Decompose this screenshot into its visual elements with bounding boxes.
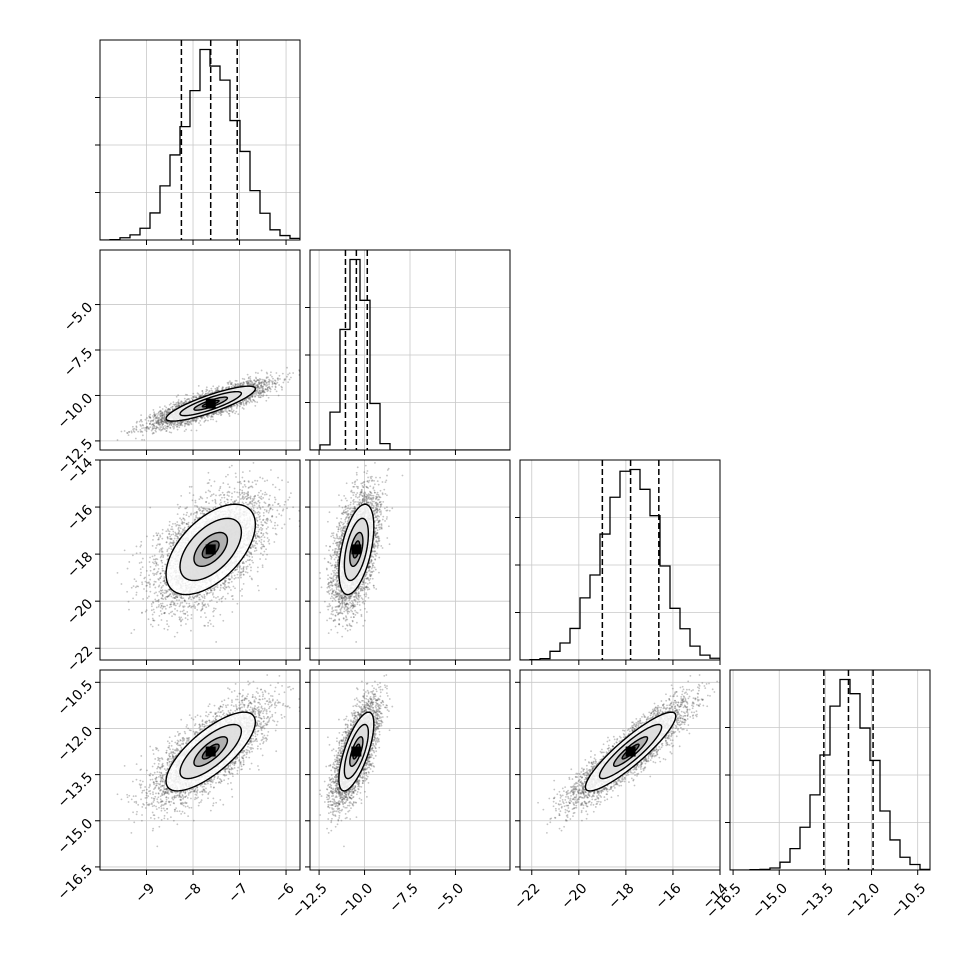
histogram-1 <box>310 258 510 450</box>
panel-frame <box>99 459 301 661</box>
y-tick-label: −5.0 <box>61 300 96 335</box>
x-tick-label: −7.5 <box>386 880 421 915</box>
y-tick-label: −22 <box>64 643 96 675</box>
x-tick-label: −10.0 <box>335 880 377 922</box>
y-tick-label: −12.0 <box>55 723 97 765</box>
panel-frame <box>729 669 931 871</box>
x-tick-label: −16 <box>652 880 684 912</box>
histogram-3 <box>730 678 930 870</box>
histogram-0 <box>100 48 300 240</box>
panel-3-0 <box>95 669 301 875</box>
x-tick-label: −7 <box>225 880 251 906</box>
x-tick-label: −12.5 <box>289 880 331 922</box>
x-tick-label: −10.5 <box>888 880 930 922</box>
panel-3-2 <box>515 669 721 875</box>
y-tick-label: −15.0 <box>55 816 97 858</box>
density-peak-3-2 <box>625 746 636 757</box>
y-tick-label: −16 <box>64 502 96 534</box>
y-tick-label: −10.5 <box>55 677 97 719</box>
panel-2-1 <box>305 459 511 665</box>
y-tick-label: −7.5 <box>61 345 96 380</box>
panel-3-3 <box>725 669 931 875</box>
panel-frame <box>99 669 301 871</box>
x-tick-label: −8 <box>179 880 205 906</box>
x-tick-label: −20 <box>558 880 590 912</box>
density-peak-1-0 <box>205 398 216 409</box>
density-peak-3-1 <box>351 746 362 757</box>
x-tick-label: −18 <box>605 880 637 912</box>
panel-0-0 <box>95 39 301 245</box>
panel-frame <box>519 459 721 661</box>
y-tick-label: −18 <box>64 549 96 581</box>
x-tick-label: −5.0 <box>432 880 467 915</box>
x-tick-label: −15.0 <box>749 880 791 922</box>
panel-1-0 <box>95 249 301 455</box>
panel-frame <box>519 669 721 871</box>
panel-frame <box>99 39 301 241</box>
panel-3-1 <box>305 669 511 875</box>
panel-1-1 <box>305 249 511 455</box>
panel-2-2 <box>515 459 721 665</box>
x-tick-label: −13.5 <box>795 880 837 922</box>
x-tick-label: −22 <box>511 880 543 912</box>
density-peak-2-0 <box>205 544 216 555</box>
density-peak-3-0 <box>205 746 216 757</box>
panel-2-0 <box>95 459 301 665</box>
y-tick-label: −13.5 <box>55 770 97 812</box>
y-tick-label: −10.0 <box>55 390 97 432</box>
histogram-2 <box>520 468 720 660</box>
x-tick-label: −12.0 <box>842 880 884 922</box>
x-tick-label: −6 <box>272 880 298 906</box>
y-tick-label: −20 <box>64 596 96 628</box>
density-peak-2-1 <box>351 544 362 555</box>
x-tick-label: −9 <box>132 880 158 906</box>
y-tick-label: −16.5 <box>55 862 97 904</box>
